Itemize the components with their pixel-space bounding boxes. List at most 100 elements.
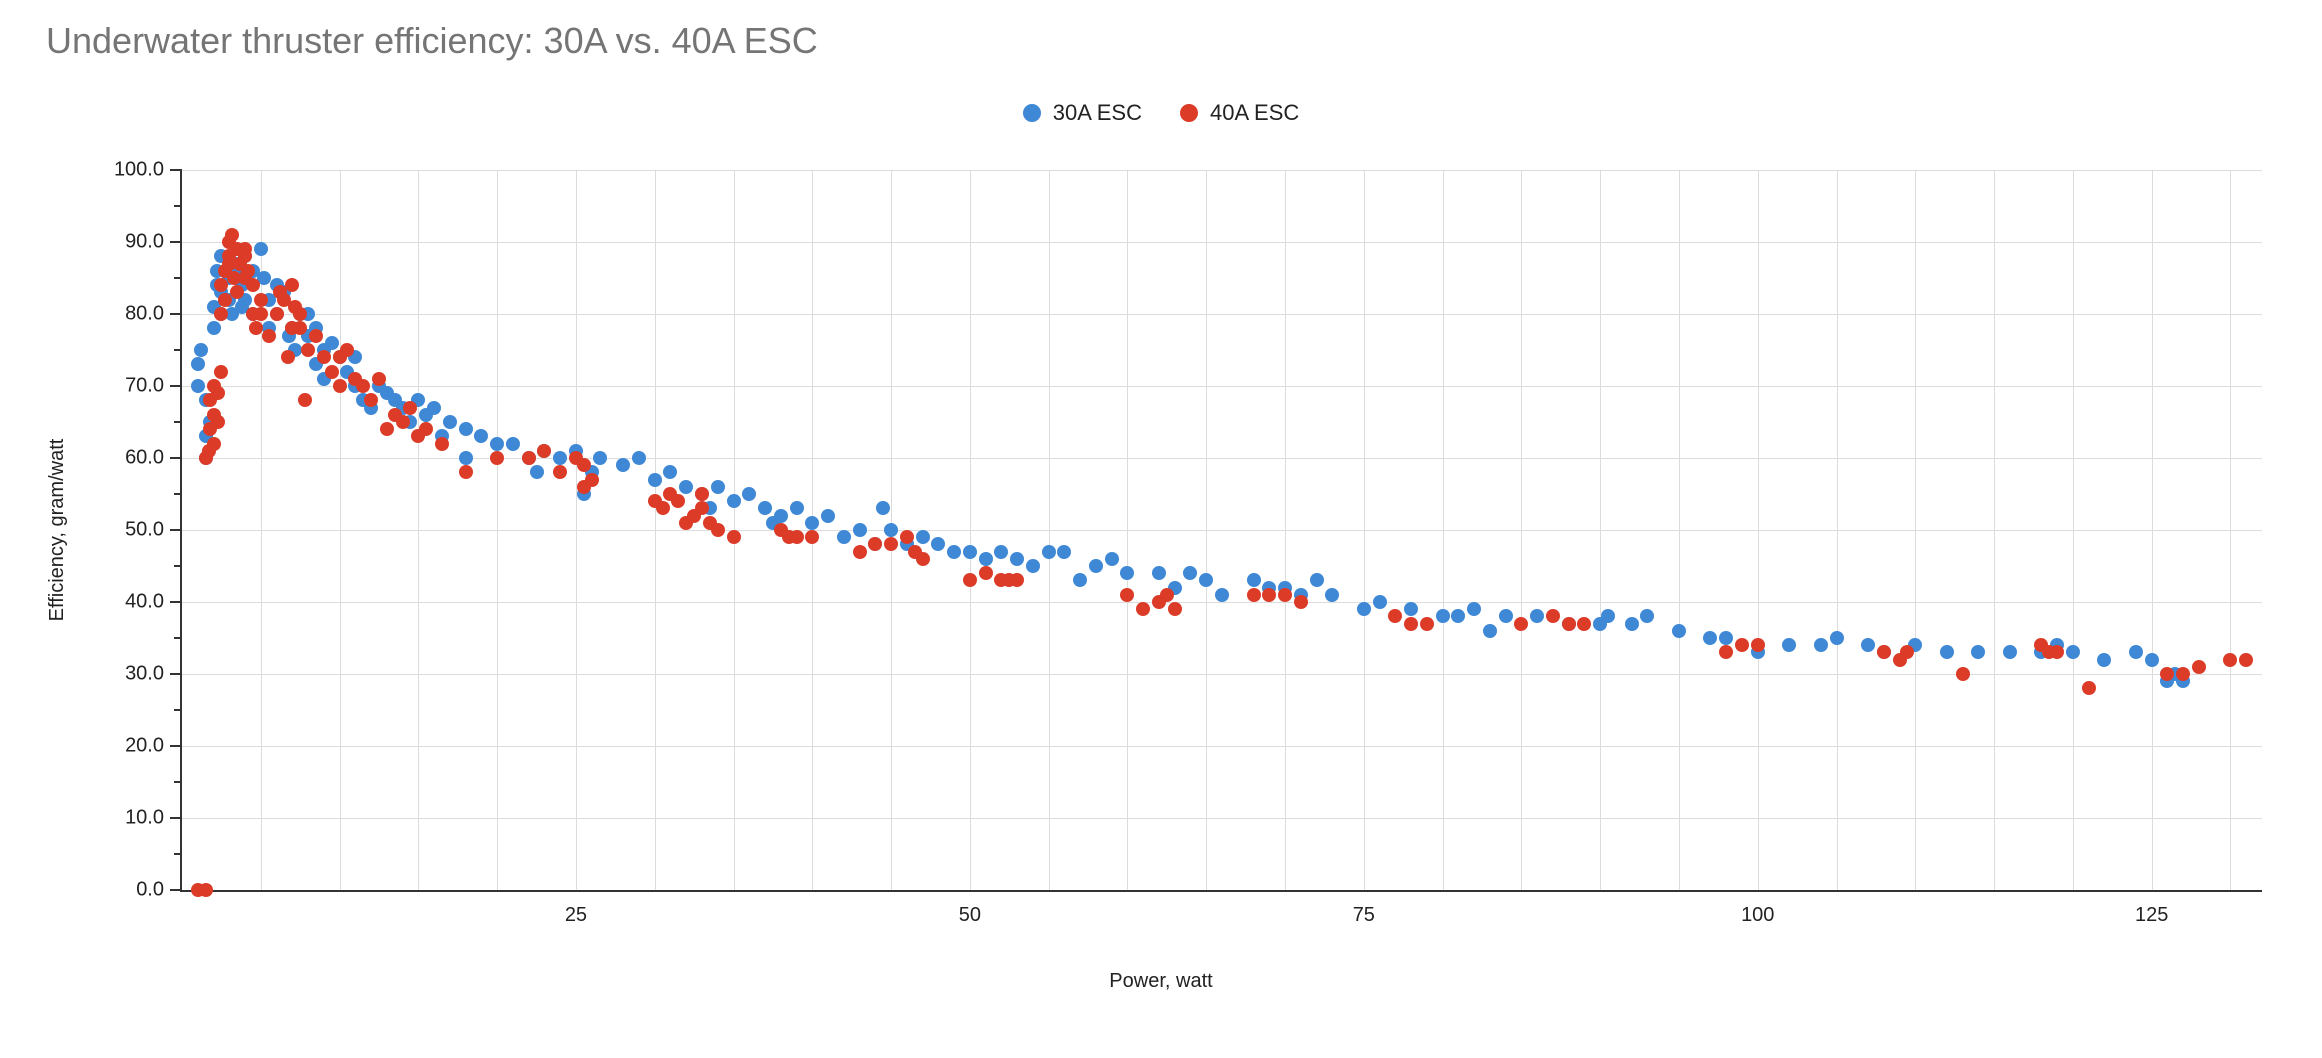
data-point <box>1577 617 1591 631</box>
data-point <box>2192 660 2206 674</box>
data-point <box>309 329 323 343</box>
data-point <box>916 552 930 566</box>
data-point <box>1120 588 1134 602</box>
data-point <box>1562 617 1576 631</box>
data-point <box>1703 631 1717 645</box>
x-tick-label: 100 <box>1741 904 1774 927</box>
data-point <box>1160 588 1174 602</box>
grid-line-h <box>182 530 2262 531</box>
grid-line-h <box>182 242 2262 243</box>
data-point <box>1247 573 1261 587</box>
data-point <box>947 545 961 559</box>
data-point <box>1373 595 1387 609</box>
data-point <box>963 573 977 587</box>
y-tick-label: 40.0 <box>125 591 164 614</box>
data-point <box>1404 602 1418 616</box>
data-point <box>254 293 268 307</box>
data-point <box>1483 624 1497 638</box>
data-point <box>1719 645 1733 659</box>
data-point <box>364 393 378 407</box>
grid-line-h <box>182 314 2262 315</box>
y-tick <box>170 529 182 531</box>
data-point <box>1420 617 1434 631</box>
data-point <box>325 336 339 350</box>
data-point <box>1514 617 1528 631</box>
data-point <box>2097 653 2111 667</box>
data-point <box>270 307 284 321</box>
data-point <box>790 501 804 515</box>
y-tick <box>170 673 182 675</box>
data-point <box>979 552 993 566</box>
data-point <box>230 285 244 299</box>
data-point <box>1735 638 1749 652</box>
data-point <box>616 458 630 472</box>
data-point <box>199 883 213 897</box>
legend-label-40a: 40A ESC <box>1210 100 1299 126</box>
data-point <box>1971 645 1985 659</box>
x-tick-label: 50 <box>959 904 981 927</box>
data-point <box>403 401 417 415</box>
data-point <box>419 422 433 436</box>
data-point <box>1751 638 1765 652</box>
data-point <box>281 350 295 364</box>
data-point <box>632 451 646 465</box>
data-point <box>435 437 449 451</box>
data-point <box>553 465 567 479</box>
data-point <box>1782 638 1796 652</box>
data-point <box>1325 588 1339 602</box>
data-point <box>1861 638 1875 652</box>
data-point <box>758 501 772 515</box>
data-point <box>254 242 268 256</box>
y-tick <box>170 457 182 459</box>
data-point <box>1152 566 1166 580</box>
data-point <box>1105 552 1119 566</box>
data-point <box>372 372 386 386</box>
data-point <box>246 278 260 292</box>
data-point <box>1451 609 1465 623</box>
legend-dot-icon <box>1180 104 1198 122</box>
data-point <box>1814 638 1828 652</box>
data-point <box>1247 588 1261 602</box>
x-axis-title: Power, watt <box>0 970 2322 993</box>
legend-item-40a: 40A ESC <box>1180 100 1299 126</box>
data-point <box>1278 588 1292 602</box>
data-point <box>207 321 221 335</box>
data-point <box>853 523 867 537</box>
data-point <box>225 228 239 242</box>
data-point <box>963 545 977 559</box>
data-point <box>241 264 255 278</box>
y-tick <box>170 817 182 819</box>
y-sub-tick <box>174 205 182 207</box>
data-point <box>1262 588 1276 602</box>
data-point <box>695 501 709 515</box>
legend-item-30a: 30A ESC <box>1023 100 1142 126</box>
data-point <box>380 422 394 436</box>
data-point <box>805 516 819 530</box>
data-point <box>1719 631 1733 645</box>
data-point <box>553 451 567 465</box>
data-point <box>211 415 225 429</box>
x-tick-label: 25 <box>565 904 587 927</box>
data-point <box>191 357 205 371</box>
plot-area: 0.010.020.030.040.050.060.070.080.090.01… <box>180 170 2262 892</box>
data-point <box>884 537 898 551</box>
data-point <box>1199 573 1213 587</box>
data-point <box>298 393 312 407</box>
x-tick-label: 75 <box>1353 904 1375 927</box>
legend-dot-icon <box>1023 104 1041 122</box>
data-point <box>2176 667 2190 681</box>
data-point <box>1546 609 1560 623</box>
data-point <box>2003 645 2017 659</box>
data-point <box>211 386 225 400</box>
data-point <box>1215 588 1229 602</box>
data-point <box>805 530 819 544</box>
grid-line-h <box>182 386 2262 387</box>
data-point <box>317 350 331 364</box>
data-point <box>663 465 677 479</box>
data-point <box>790 530 804 544</box>
data-point <box>2129 645 2143 659</box>
data-point <box>194 343 208 357</box>
data-point <box>1057 545 1071 559</box>
y-sub-tick <box>174 637 182 639</box>
data-point <box>1436 609 1450 623</box>
